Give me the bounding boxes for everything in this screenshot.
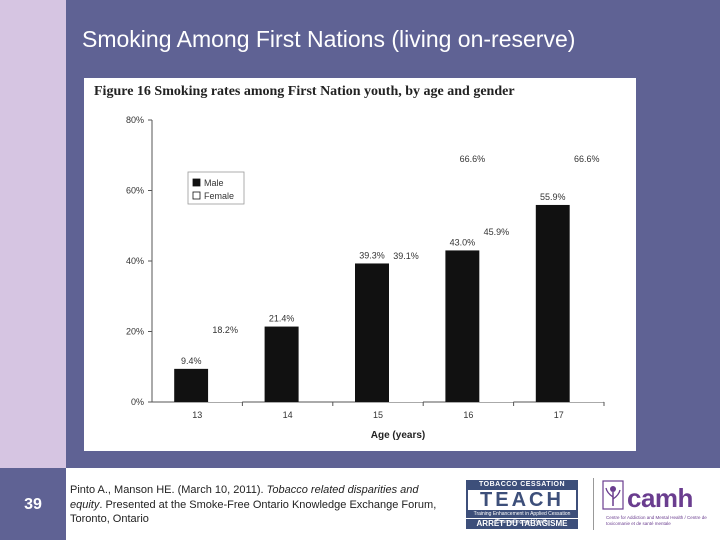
x-tick-label: 17 — [554, 410, 564, 420]
legend-label: Female — [204, 191, 234, 201]
female-bar — [389, 264, 423, 402]
slide-title: Smoking Among First Nations (living on-r… — [82, 26, 576, 52]
male-data-label: 43.0% — [450, 237, 476, 247]
x-tick-label: 14 — [283, 410, 293, 420]
camh-subtitle: Centre for Addiction and Mental Health /… — [606, 515, 707, 526]
figure-panel: Figure 16 Smoking rates among First Nati… — [84, 78, 636, 451]
camh-flower-icon — [602, 480, 624, 510]
male-bar — [535, 204, 570, 402]
legend-label: Male — [204, 178, 224, 188]
slide-number: 39 — [24, 496, 42, 513]
male-bar — [174, 368, 209, 402]
camh-wordmark: camh — [627, 483, 693, 513]
y-tick-label: 60% — [126, 186, 144, 196]
extra-data-label: 66.6% — [460, 154, 486, 164]
left-accent-bar — [0, 0, 66, 540]
female-data-label: 66.6% — [574, 154, 600, 164]
legend-swatch — [192, 178, 201, 187]
male-bar — [355, 263, 389, 402]
male-data-label: 55.9% — [540, 192, 566, 202]
x-tick-label: 15 — [373, 410, 383, 420]
male-data-label: 9.4% — [181, 356, 202, 366]
female-data-label: 45.9% — [484, 227, 510, 237]
male-bar — [264, 326, 299, 402]
citation: Pinto A., Manson HE. (March 10, 2011). T… — [70, 483, 450, 527]
citation-title: Tobacco related disparities and equity — [70, 484, 419, 511]
logo-divider — [593, 478, 594, 530]
female-data-label: 18.2% — [212, 325, 238, 335]
x-tick-label: 13 — [192, 410, 202, 420]
legend-swatch — [192, 191, 201, 200]
female-bar — [208, 337, 243, 402]
teach-logo: TOBACCO CESSATION TEACH Training Enhance… — [466, 480, 578, 529]
female-bar — [479, 240, 514, 402]
left-accent-bar-bottom — [0, 468, 66, 540]
female-bar — [569, 167, 604, 402]
camh-logo: camh Centre for Addiction and Mental Hea… — [602, 478, 720, 534]
teach-logo-top: TOBACCO CESSATION — [466, 480, 578, 490]
x-tick-label: 16 — [463, 410, 473, 420]
teach-logo-bottom: ARRÊT DU TABAGISME — [466, 519, 578, 529]
y-tick-label: 0% — [131, 397, 144, 407]
y-tick-label: 40% — [126, 256, 144, 266]
teach-logo-sub: Training Enhancement in Applied Cessatio… — [466, 510, 578, 525]
citation-authors: Pinto A., Manson HE. (March 10, 2011). — [70, 484, 267, 496]
male-bar — [445, 250, 480, 402]
male-data-label: 21.4% — [269, 314, 295, 324]
footer-strip: Pinto A., Manson HE. (March 10, 2011). T… — [66, 468, 720, 540]
male-data-label: 39.3% — [359, 250, 385, 260]
teach-logo-main: TEACH — [466, 490, 578, 510]
figure-title: Figure 16 Smoking rates among First Nati… — [94, 84, 515, 99]
citation-rest: . Presented at the Smoke-Free Ontario Kn… — [70, 498, 437, 526]
female-data-label: 39.1% — [393, 251, 419, 261]
bar-chart: 0% 20% 40% 60% 80% 13 9.4% 18.2% 14 21.4% 15 39.3% 3… — [126, 115, 605, 441]
x-axis-title: Age (years) — [371, 430, 425, 441]
y-tick-label: 20% — [126, 327, 144, 337]
y-tick-label: 80% — [126, 115, 144, 125]
